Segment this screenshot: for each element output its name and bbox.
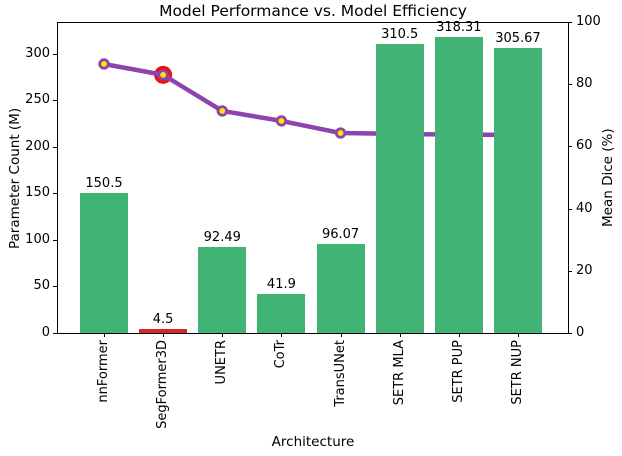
- bar-value-label: 4.5: [152, 311, 174, 327]
- x-tick-label: CoTr: [273, 340, 289, 369]
- x-tick-label: SETR MLA: [391, 340, 407, 406]
- x-tick-mark: [340, 333, 342, 337]
- y-tick-mark-left: [53, 100, 57, 102]
- bar-SETR NUP: [493, 48, 542, 333]
- x-tick-label: nnFormer: [96, 340, 111, 403]
- bar-value-label: 92.49: [203, 229, 241, 245]
- bar-SegFormer3D: [139, 328, 188, 333]
- y-tick-label-left: 200: [25, 138, 50, 154]
- y-tick-mark-left: [53, 53, 57, 55]
- y-tick-mark-left: [53, 333, 57, 334]
- y-tick-mark-right: [568, 146, 572, 148]
- x-tick-label: SegFormer3D: [155, 340, 171, 429]
- y-tick-mark-right: [568, 22, 572, 23]
- bar-value-label: 305.67: [495, 31, 541, 47]
- chart-title: Model Performance vs. Model Efficiency: [159, 2, 467, 20]
- x-tick-mark: [104, 333, 105, 337]
- y-tick-label-left: 150: [25, 185, 50, 201]
- y-tick-label-left: 50: [33, 278, 50, 294]
- bar-TransUNet: [316, 243, 365, 333]
- y-tick-label-right: 100: [576, 14, 601, 29]
- bar-value-label: 150.5: [85, 175, 123, 191]
- bar-nnFormer: [80, 192, 128, 333]
- bar-UNETR: [198, 246, 247, 333]
- y-tick-mark-left: [53, 286, 57, 288]
- y-tick-label-left: 100: [25, 231, 50, 247]
- bar-value-label: 318.31: [436, 19, 482, 35]
- bar-SETR PUP: [434, 36, 483, 333]
- y-tick-mark-right: [568, 84, 572, 86]
- y-tick-mark-left: [53, 146, 57, 148]
- x-tick-mark: [281, 333, 283, 337]
- y-tick-label-left: 300: [25, 45, 50, 61]
- x-tick-mark: [399, 333, 401, 337]
- bar-CoTr: [257, 293, 306, 333]
- x-axis-label: Architecture: [271, 434, 355, 450]
- x-tick-mark: [517, 333, 519, 337]
- x-tick-label: UNETR: [214, 340, 230, 385]
- y-tick-label-right: 80: [576, 76, 593, 92]
- bar-value-label: 310.5: [381, 26, 419, 42]
- y-tick-label-right: 0: [576, 325, 585, 340]
- bar-value-label: 96.07: [321, 226, 360, 242]
- y-tick-label-right: 40: [576, 200, 593, 216]
- y-tick-label-left: 250: [25, 92, 50, 108]
- x-tick-label: SETR PUP: [450, 340, 466, 403]
- y-tick-mark-left: [53, 239, 57, 241]
- y-tick-mark-right: [568, 333, 572, 334]
- y-tick-mark-right: [568, 270, 572, 272]
- y-tick-label-left: 0: [41, 325, 50, 340]
- y-axis-label-right: Mean Dice (%): [600, 128, 616, 228]
- x-tick-label: SETR NUP: [509, 340, 525, 405]
- y-tick-label-right: 20: [576, 262, 593, 278]
- bar-SETR MLA: [375, 43, 424, 333]
- y-tick-mark-right: [568, 208, 572, 210]
- x-tick-mark: [458, 333, 460, 337]
- y-tick-label-right: 60: [576, 138, 593, 154]
- bar-value-label: 41.9: [266, 276, 296, 292]
- x-tick-label: TransUNet: [332, 340, 348, 407]
- y-tick-mark-left: [53, 193, 57, 195]
- x-tick-mark: [163, 333, 165, 337]
- x-tick-mark: [222, 333, 224, 337]
